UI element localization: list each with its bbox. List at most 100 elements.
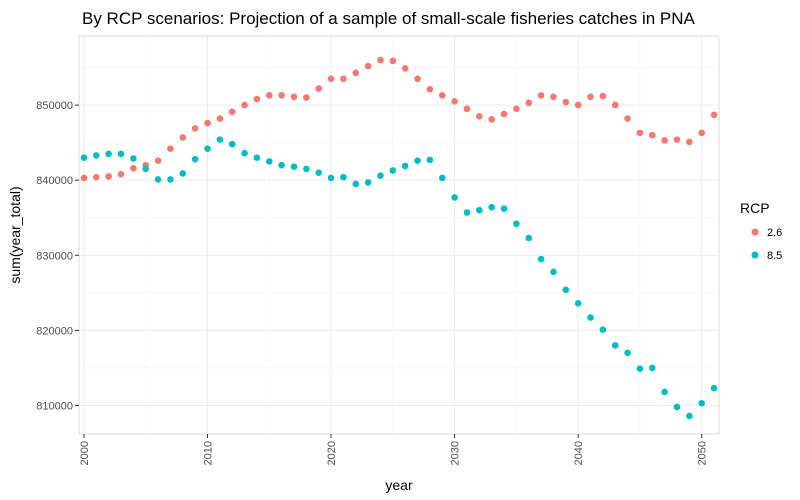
data-point [80,174,88,182]
data-point [648,131,656,139]
data-point [117,150,125,158]
legend: RCP 2.6 8.5 [740,200,782,262]
data-point [130,164,137,172]
y-axis-label: sum(year_total) [7,186,23,283]
data-point [315,169,322,176]
data-point [364,62,372,70]
y-tick-label: 810000 [36,400,73,412]
data-point [500,110,508,118]
data-point [117,170,125,178]
data-point [451,98,458,105]
data-point [92,173,100,181]
data-point [204,145,211,152]
data-point [228,108,236,116]
data-point [463,209,471,216]
data-point [204,119,211,127]
data-point [327,174,335,182]
data-point [315,85,322,92]
data-point [241,149,248,157]
data-point [562,286,570,294]
data-point [587,93,594,101]
plot-panel [78,35,720,435]
data-point [686,412,693,420]
data-point [340,173,347,181]
data-point [352,180,360,188]
data-point [389,57,397,65]
data-point [451,194,458,201]
x-tick-label: 2030 [450,441,462,465]
data-point [303,165,310,173]
data-point [191,125,199,132]
data-point [661,137,668,144]
legend-key [751,251,759,259]
data-point [513,105,520,113]
grid-lines [79,36,719,434]
data-point [352,69,360,77]
data-point [599,92,607,100]
data-point [389,167,397,174]
data-point [179,170,187,177]
data-point [290,163,298,170]
data-point [241,101,248,109]
y-tick-label: 840000 [36,175,73,187]
data-point [661,388,668,396]
data-point [673,403,681,411]
data-point [216,136,224,143]
data-point [698,399,706,407]
data-point [599,326,607,333]
data-point [253,95,261,103]
data-point [525,234,533,242]
data-point [426,156,434,164]
data-point [636,365,644,372]
data-point [228,140,236,148]
data-point [265,158,273,165]
data-point [550,268,557,276]
data-point [476,113,483,120]
x-tick-label: 2010 [202,441,214,465]
data-point [550,93,557,101]
data-point [426,86,434,93]
data-point [636,129,644,137]
data-point [278,161,285,169]
data-point [525,99,533,107]
data-point [414,75,421,83]
legend-title: RCP [740,200,770,216]
data-point [265,92,273,99]
data-point [105,150,112,158]
data-point [105,173,112,180]
data-point [216,115,224,122]
data-point [686,138,693,146]
data-point [414,157,421,164]
data-point [611,101,619,109]
data-point [80,154,88,161]
x-tick-label: 2040 [573,441,585,465]
data-point [303,94,310,101]
data-point [438,174,446,182]
x-axis-label: year [385,477,413,493]
data-point [624,349,631,357]
chart-title: By RCP scenarios: Projection of a sample… [82,9,696,28]
data-point [364,179,372,186]
data-point [562,98,570,106]
data-point [179,134,187,141]
data-point [476,206,483,214]
data-point [537,255,545,263]
data-point [401,64,409,72]
legend-label: 2.6 [767,227,782,239]
legend-label: 8.5 [767,250,782,262]
data-point [710,384,718,392]
data-point [130,155,137,162]
data-point [253,154,261,161]
data-point [537,92,545,99]
data-point [340,75,347,83]
data-point [488,203,495,211]
y-tick-label: 830000 [36,250,73,262]
series-2-6 [80,56,718,182]
series-8-5 [80,136,718,420]
data-point [611,342,619,349]
y-tick-label: 850000 [36,100,73,112]
legend-key [751,228,759,236]
data-point [377,172,384,179]
data-point [154,157,162,164]
